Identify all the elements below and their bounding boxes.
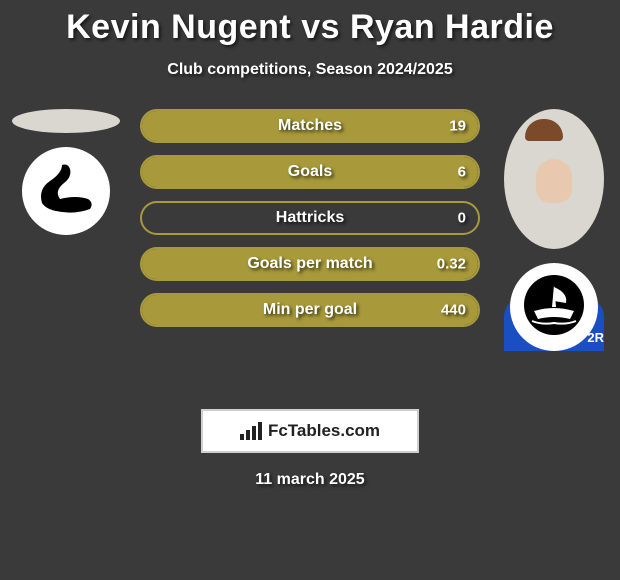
bar-value-right: 0.32 xyxy=(437,256,466,273)
bar-label: Matches xyxy=(278,117,342,135)
swansea-swan-icon xyxy=(32,159,100,219)
bar-value-right: 0 xyxy=(458,210,466,227)
brand-text: FcTables.com xyxy=(268,421,380,441)
footer-date: 11 march 2025 xyxy=(0,471,620,489)
bar-value-right: 6 xyxy=(458,164,466,181)
page-title: Kevin Nugent vs Ryan Hardie xyxy=(0,0,620,47)
stat-bar: Hattricks 0 xyxy=(140,201,480,235)
player-photo-left xyxy=(12,109,120,133)
bar-value-right: 19 xyxy=(449,118,466,135)
brand-badge: FcTables.com xyxy=(201,409,419,453)
player-photo-right: 2R xyxy=(504,109,604,249)
stat-bar: Min per goal 440 xyxy=(140,293,480,327)
bar-label: Min per goal xyxy=(263,301,357,319)
stat-bar: Matches 19 xyxy=(140,109,480,143)
right-player-column: 2R xyxy=(494,109,614,351)
left-player-column xyxy=(6,109,126,235)
stat-bar: Goals 6 xyxy=(140,155,480,189)
bar-label: Goals per match xyxy=(247,255,372,273)
bar-label: Hattricks xyxy=(276,209,344,227)
club-badge-right xyxy=(510,263,598,351)
stat-bar: Goals per match 0.32 xyxy=(140,247,480,281)
bar-label: Goals xyxy=(288,163,332,181)
club-badge-left xyxy=(22,147,110,235)
plymouth-ship-icon xyxy=(520,275,588,335)
comparison-area: 2R Matches 19 Goals 6 xyxy=(0,109,620,399)
bar-value-right: 440 xyxy=(441,302,466,319)
bar-chart-icon xyxy=(240,422,262,440)
page-subtitle: Club competitions, Season 2024/2025 xyxy=(0,61,620,79)
stat-bars: Matches 19 Goals 6 Hattricks 0 Goals per… xyxy=(140,109,480,339)
